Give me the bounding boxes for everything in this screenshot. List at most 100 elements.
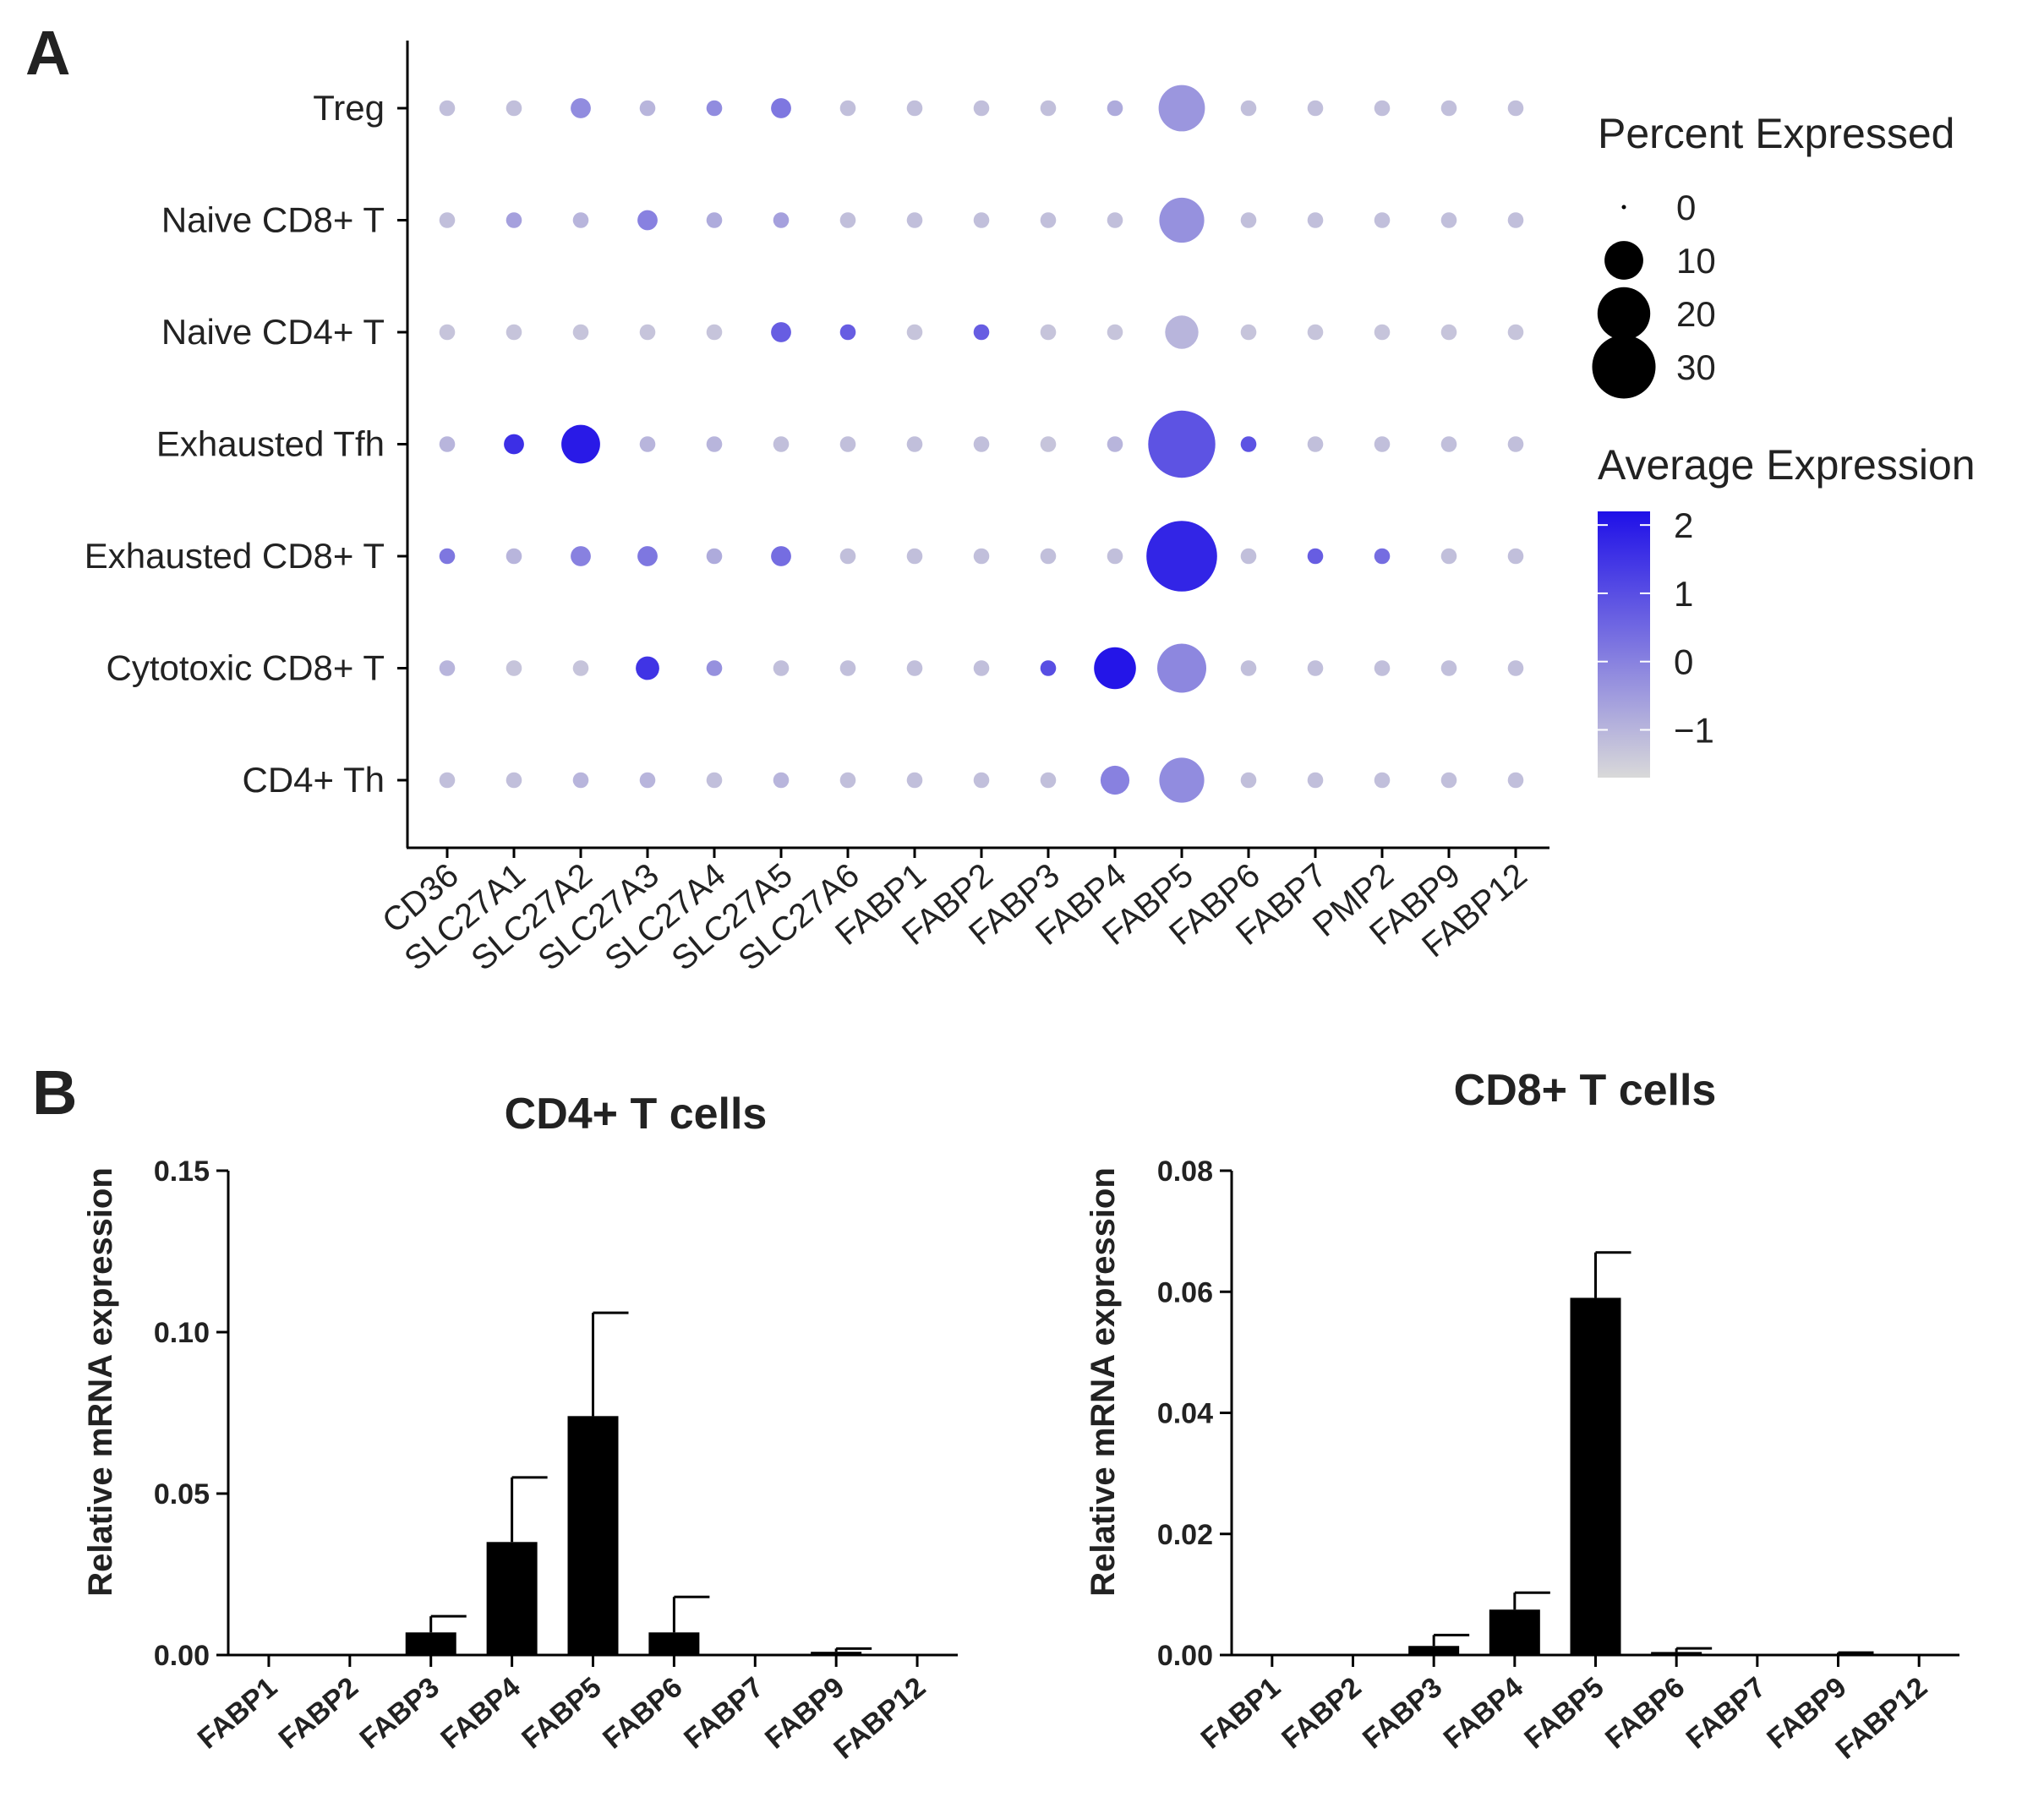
- dot-cd4-th-fabp2: [973, 772, 990, 789]
- bar-x-tick-label: FABP4: [1438, 1671, 1529, 1756]
- bar-x-tick-label: FABP5: [516, 1671, 607, 1756]
- dot-cd4-th-fabp6: [1240, 772, 1257, 789]
- dot-naive-cd8-t-fabp1: [906, 212, 923, 228]
- dot-exhausted-cd8-t-fabp4: [1107, 548, 1123, 565]
- dot-naive-cd4-t-slc27a3: [639, 324, 656, 341]
- dot-cd4-th-fabp3: [1040, 772, 1057, 789]
- dot-naive-cd4-t-fabp5: [1165, 315, 1199, 349]
- dot-cd4-th-slc27a3: [639, 772, 656, 789]
- bar-x-tick-label: FABP12: [828, 1671, 932, 1766]
- bar-x-tick-label: FABP2: [1276, 1671, 1367, 1756]
- size-legend-dot: [1621, 205, 1626, 210]
- row-label: Exhausted CD8+ T: [85, 536, 385, 576]
- size-legend-dot: [1592, 335, 1656, 399]
- dot-naive-cd8-t-slc27a6: [839, 212, 856, 228]
- bar-fabp6: [1651, 1652, 1702, 1655]
- size-legend-dot: [1597, 287, 1651, 341]
- dot-treg-slc27a6: [839, 100, 856, 117]
- color-legend-label: −1: [1674, 710, 1714, 750]
- dot-cd4-th-slc27a4: [706, 772, 723, 789]
- bar-y-tick-label: 0.05: [154, 1478, 210, 1510]
- dot-treg-fabp5: [1158, 85, 1205, 132]
- cd4-chart-title: CD4+ T cells: [505, 1090, 768, 1139]
- dot-naive-cd4-t-slc27a2: [572, 324, 589, 341]
- bar-x-tick-label: FABP1: [1195, 1671, 1287, 1756]
- bar-x-tick-label: FABP3: [1357, 1671, 1448, 1756]
- dot-exhausted-tfh-slc27a1: [504, 434, 524, 455]
- dot-naive-cd4-t-fabp3: [1040, 324, 1057, 341]
- row-label: CD4+ Th: [243, 760, 385, 800]
- dot-naive-cd4-t-slc27a4: [706, 324, 723, 341]
- color-legend-bar: [1598, 511, 1650, 778]
- bar-x-tick-label: FABP6: [597, 1671, 688, 1756]
- color-legend-title: Average Expression: [1598, 441, 1976, 489]
- dot-cytotoxic-cd8-t-fabp4: [1094, 647, 1136, 690]
- dot-cd4-th-slc27a5: [773, 772, 790, 789]
- dot-naive-cd4-t-fabp1: [906, 324, 923, 341]
- bar-x-tick-label: FABP6: [1599, 1671, 1691, 1756]
- dot-naive-cd4-t-slc27a1: [506, 324, 522, 341]
- size-legend-label: 0: [1676, 188, 1696, 227]
- dot-cytotoxic-cd8-t-cd36: [439, 660, 456, 676]
- dot-treg-fabp4: [1107, 100, 1123, 117]
- dotplot-chart: Treg Naive CD8+ T Naive CD4+ T Exhausted Tf…: [85, 41, 1549, 978]
- color-legend-label: 0: [1674, 642, 1693, 682]
- dot-naive-cd8-t-slc27a4: [706, 212, 723, 228]
- bar-y-tick-label: 0.15: [154, 1155, 210, 1188]
- dot-naive-cd4-t-fabp6: [1240, 324, 1257, 341]
- dot-exhausted-cd8-t-slc27a1: [506, 548, 522, 565]
- dot-naive-cd4-t-fabp7: [1307, 324, 1324, 341]
- dot-naive-cd4-t-fabp9: [1440, 324, 1457, 341]
- dot-naive-cd8-t-fabp4: [1107, 212, 1123, 228]
- dot-exhausted-tfh-slc27a3: [639, 436, 656, 452]
- dot-exhausted-cd8-t-fabp2: [973, 548, 990, 565]
- panel-b-letter: B: [32, 1057, 77, 1128]
- dot-treg-fabp7: [1307, 100, 1324, 117]
- color-legend-label: 2: [1674, 505, 1693, 545]
- dot-naive-cd8-t-fabp3: [1040, 212, 1057, 228]
- size-legend-label: 30: [1676, 347, 1716, 387]
- size-legend-label: 20: [1676, 294, 1716, 334]
- dot-exhausted-tfh-slc27a5: [773, 436, 790, 452]
- dot-cytotoxic-cd8-t-fabp1: [906, 660, 923, 676]
- bar-y-tick-label: 0.02: [1157, 1519, 1213, 1551]
- dot-exhausted-tfh-slc27a6: [839, 436, 856, 452]
- dot-cytotoxic-cd8-t-slc27a2: [572, 660, 589, 676]
- bar-fabp5: [567, 1416, 619, 1655]
- dot-cytotoxic-cd8-t-slc27a4: [706, 660, 723, 676]
- dot-cd4-th-slc27a1: [506, 772, 522, 789]
- row-label: Cytotoxic CD8+ T: [107, 648, 385, 688]
- row-label: Treg: [313, 88, 385, 128]
- dot-treg-slc27a3: [639, 100, 656, 117]
- dot-exhausted-tfh-fabp2: [973, 436, 990, 452]
- dot-exhausted-cd8-t-pmp2: [1374, 548, 1391, 565]
- dot-exhausted-cd8-t-slc27a4: [706, 548, 723, 565]
- dot-cytotoxic-cd8-t-fabp9: [1440, 660, 1457, 676]
- dot-cd4-th-pmp2: [1374, 772, 1391, 789]
- dot-naive-cd8-t-fabp12: [1507, 212, 1524, 228]
- dot-treg-slc27a1: [506, 100, 522, 117]
- dot-exhausted-cd8-t-cd36: [439, 548, 456, 565]
- dot-cytotoxic-cd8-t-slc27a6: [839, 660, 856, 676]
- dot-naive-cd4-t-cd36: [439, 324, 456, 341]
- dot-cd4-th-slc27a2: [572, 772, 589, 789]
- dot-naive-cd8-t-fabp9: [1440, 212, 1457, 228]
- dot-cd4-th-fabp5: [1159, 757, 1205, 803]
- dot-treg-pmp2: [1374, 100, 1391, 117]
- size-legend-title: Percent Expressed: [1598, 110, 1954, 157]
- dot-cytotoxic-cd8-t-fabp2: [973, 660, 990, 676]
- bar-x-tick-label: FABP7: [678, 1671, 769, 1756]
- dot-exhausted-tfh-slc27a4: [706, 436, 723, 452]
- dot-naive-cd8-t-pmp2: [1374, 212, 1391, 228]
- dot-treg-fabp2: [973, 100, 990, 117]
- size-legend-label: 10: [1676, 241, 1716, 281]
- bar-x-tick-label: FABP7: [1681, 1671, 1772, 1756]
- bar-fabp5: [1570, 1297, 1621, 1655]
- cd8-bar-chart: CD8+ T cells Relative mRNA expression 0.…: [1085, 1066, 1959, 1766]
- row-label: Exhausted Tfh: [156, 424, 385, 464]
- panel-a-letter: A: [25, 18, 70, 88]
- dotplot-dots: [439, 85, 1524, 803]
- dot-naive-cd4-t-fabp12: [1507, 324, 1524, 341]
- dot-naive-cd4-t-slc27a6: [839, 324, 856, 341]
